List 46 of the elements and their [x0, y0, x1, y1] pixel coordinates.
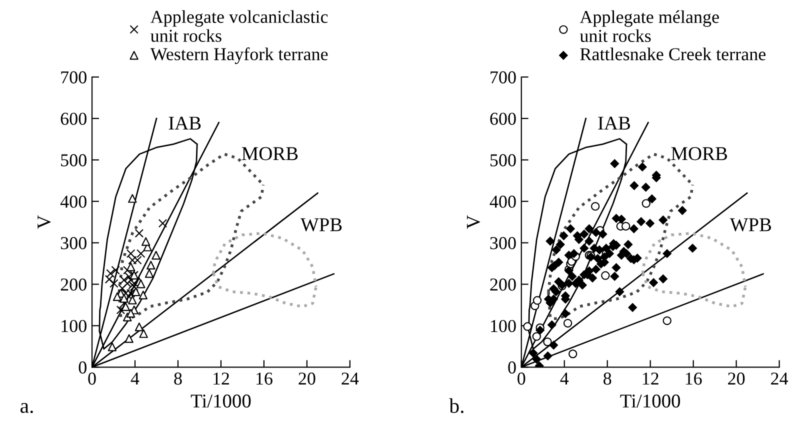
x-tick-label: 8 [604, 372, 612, 385]
x-axis-title: Ti/1000 [620, 394, 680, 408]
y-tick-label: 100 [491, 320, 516, 332]
annotation: MORB [242, 147, 298, 160]
x-tick-label: 20 [728, 372, 745, 385]
legend-label: Applegate volcaniclastic unit rocks [150, 10, 328, 42]
legend-label: Applegate mélange unit rocks [580, 10, 719, 42]
x-tick-label: 16 [686, 372, 702, 385]
annotation: MORB [671, 147, 728, 160]
legend-label: Rattlesnake Creek terrane [580, 48, 766, 60]
text: b. [449, 398, 464, 414]
x-tick-label: 12 [214, 372, 229, 385]
y-tick-label: 200 [490, 278, 516, 291]
x-tick-label: 16 [256, 372, 272, 385]
annotation: IAB [168, 116, 201, 130]
y-axis-title: V [38, 215, 51, 229]
y-tick-label: 700 [490, 71, 516, 84]
x-tick-label: 4 [130, 372, 140, 385]
x-axis-title: Ti/1000 [190, 394, 251, 408]
annotation: WPB [730, 218, 772, 232]
x-tick-label: 0 [518, 372, 526, 385]
legend-label: Western Hayfork terrane [150, 47, 328, 64]
x-tick-label: 8 [174, 372, 182, 385]
annotation: IAB [598, 116, 630, 130]
y-tick-label: 600 [490, 112, 516, 125]
x-tick-label: 24 [771, 372, 788, 385]
y-tick-label: 100 [62, 320, 86, 332]
y-tick-label: 500 [61, 154, 86, 166]
y-tick-label: 500 [490, 154, 516, 166]
x-tick-label: 24 [342, 372, 359, 385]
y-tick-label: 700 [61, 71, 86, 84]
y-tick-label: 400 [60, 196, 86, 208]
x-tick-label: 20 [298, 372, 316, 385]
y-tick-label: 300 [490, 237, 516, 250]
y-tick-label: 400 [490, 196, 516, 208]
y-axis-title: V [467, 215, 480, 229]
y-tick-label: 300 [60, 237, 86, 250]
y-tick-label: 0 [78, 361, 86, 374]
y-tick-label: 200 [60, 278, 86, 291]
annotation: WPB [300, 218, 342, 232]
x-tick-label: 4 [560, 372, 569, 385]
x-tick-label: 12 [642, 372, 658, 385]
text: a. [20, 402, 33, 414]
y-tick-label: 600 [60, 112, 86, 125]
y-tick-label: 0 [508, 361, 516, 374]
x-tick-label: 0 [88, 372, 96, 385]
